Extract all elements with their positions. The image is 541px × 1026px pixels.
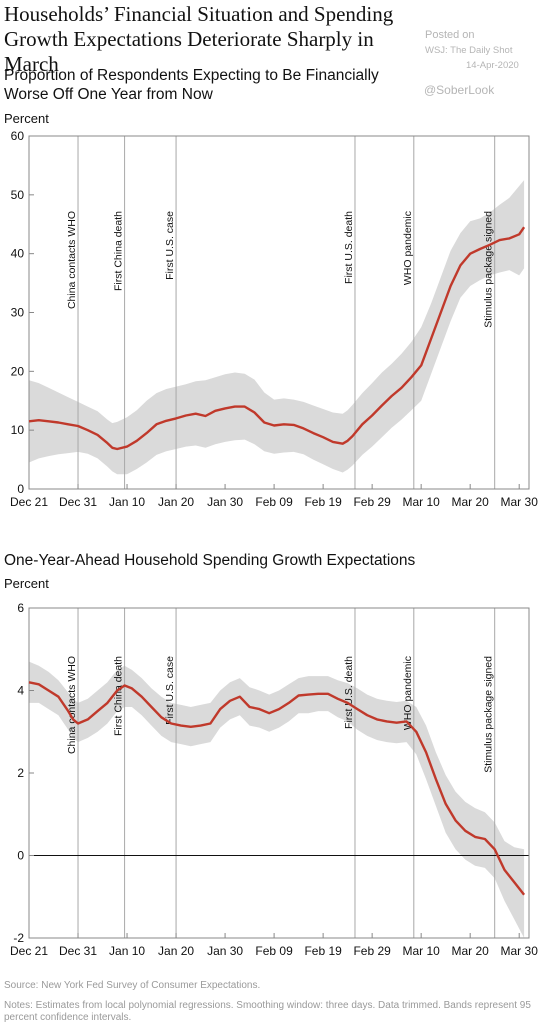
x-tick-label: Feb 19 xyxy=(304,944,342,958)
x-tick-label: Jan 30 xyxy=(207,495,243,509)
y-tick-label: 6 xyxy=(17,601,24,615)
y-tick-label: 30 xyxy=(11,306,25,320)
event-label: First U.S. death xyxy=(343,211,355,284)
x-tick-label: Jan 10 xyxy=(109,495,145,509)
watermark-handle: @SoberLook xyxy=(424,83,495,97)
confidence-band xyxy=(29,661,525,938)
event-label: First China death xyxy=(113,656,125,736)
y-tick-label: 20 xyxy=(11,364,25,378)
chart2-plot: China contacts WHO First China death First… xyxy=(10,601,539,958)
chart1-plot: China contacts WHO First China death First… xyxy=(10,129,539,509)
x-tick-label: Feb 29 xyxy=(353,944,391,958)
x-tick-label: Jan 20 xyxy=(158,495,194,509)
series-line xyxy=(28,226,526,451)
x-tick-label: Mar 20 xyxy=(451,944,489,958)
x-tick-label: Dec 21 xyxy=(10,944,48,958)
x-tick-label: Dec 31 xyxy=(59,495,97,509)
footer-notes: Notes: Estimates from local polynomial r… xyxy=(4,1000,531,1023)
confidence-band xyxy=(29,180,525,475)
event-label: First China death xyxy=(113,211,125,291)
x-tick-label: Feb 19 xyxy=(304,495,342,509)
x-tick-label: Mar 20 xyxy=(451,495,489,509)
watermark-source: WSJ: The Daily Shot xyxy=(425,45,513,56)
x-tick-label: Feb 29 xyxy=(353,495,391,509)
event-label: China contacts WHO xyxy=(66,656,78,754)
y-tick-label: 50 xyxy=(11,188,25,202)
page-title: Households’ Financial Situation and Spen… xyxy=(4,2,394,76)
x-tick-label: Feb 09 xyxy=(255,495,293,509)
chart2-ylabel: Percent xyxy=(4,576,49,591)
watermark-posted: Posted on xyxy=(425,29,475,41)
x-tick-label: Feb 09 xyxy=(255,944,293,958)
x-tick-label: Dec 21 xyxy=(10,495,48,509)
y-tick-label: -2 xyxy=(13,931,24,945)
y-tick-label: 4 xyxy=(17,684,24,698)
event-label: First U.S. death xyxy=(343,656,355,729)
watermark-date: 14-Apr-2020 xyxy=(466,60,519,71)
footer-source: Source: New York Fed Survey of Consumer … xyxy=(4,980,261,991)
chart1-title: Proportion of Respondents Expecting to B… xyxy=(4,67,379,103)
event-label: China contacts WHO xyxy=(66,211,78,309)
chart1-ylabel: Percent xyxy=(4,111,49,126)
event-label: Stimulus package signed xyxy=(483,211,495,328)
event-label: First U.S. case xyxy=(164,656,176,725)
x-tick-label: Jan 20 xyxy=(158,944,194,958)
event-label: WHO pandemic xyxy=(402,656,414,730)
y-tick-label: 10 xyxy=(11,423,25,437)
x-tick-label: Jan 30 xyxy=(207,944,243,958)
y-tick-label: 0 xyxy=(17,849,24,863)
x-tick-label: Mar 10 xyxy=(402,495,440,509)
x-tick-label: Mar 30 xyxy=(501,944,539,958)
x-tick-label: Dec 31 xyxy=(59,944,97,958)
y-tick-label: 60 xyxy=(11,129,25,143)
event-label: First U.S. case xyxy=(164,211,176,280)
event-label: WHO pandemic xyxy=(402,211,414,285)
x-tick-label: Mar 30 xyxy=(501,495,539,509)
plot-frame xyxy=(28,607,530,939)
y-tick-label: 40 xyxy=(11,247,25,261)
y-tick-label: 0 xyxy=(17,482,24,496)
chart2-title: One-Year-Ahead Household Spending Growth… xyxy=(4,552,416,569)
x-tick-label: Jan 10 xyxy=(109,944,145,958)
y-tick-label: 2 xyxy=(17,766,24,780)
x-tick-label: Mar 10 xyxy=(402,944,440,958)
series-line xyxy=(28,681,526,896)
event-label: Stimulus package signed xyxy=(483,656,495,773)
